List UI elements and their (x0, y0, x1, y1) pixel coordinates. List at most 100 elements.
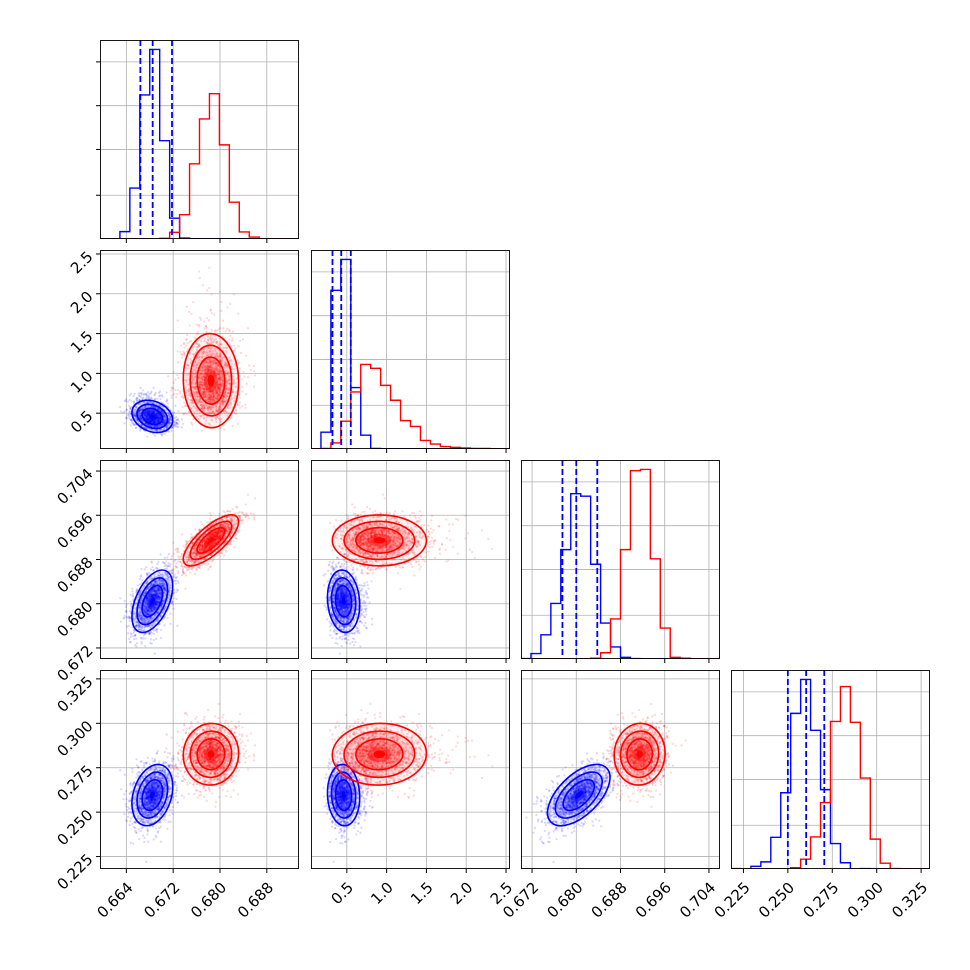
scatter-point (152, 411, 155, 414)
scatter-point (145, 415, 148, 418)
scatter-point (146, 413, 149, 416)
scatter-point (183, 401, 186, 404)
scatter-point (163, 419, 166, 422)
scatter-point (138, 394, 141, 398)
scatter-point (186, 383, 189, 386)
scatter-point (147, 418, 151, 421)
scatter-point (170, 394, 173, 397)
scatter-point (173, 588, 176, 592)
scatter-point (221, 399, 224, 402)
scatter-point (205, 367, 208, 370)
scatter-point (143, 401, 146, 404)
scatter-point (207, 367, 210, 371)
scatter-point (208, 266, 211, 269)
scatter-point (181, 422, 185, 425)
scatter-point (119, 597, 122, 600)
scatter-point (146, 395, 149, 398)
scatter-point (205, 395, 208, 398)
scatter-point (204, 219, 206, 221)
scatter-point (151, 418, 154, 421)
scatter-point (166, 426, 169, 429)
scatter-point (204, 377, 208, 380)
scatter-point (163, 624, 166, 627)
scatter-point (149, 411, 152, 414)
scatter-point (204, 385, 208, 388)
scatter-point (130, 419, 134, 423)
scatter-point (203, 380, 207, 383)
scatter-point (212, 393, 215, 396)
scatter-point (215, 398, 218, 401)
scatter-point (189, 398, 193, 402)
scatter-point (241, 390, 244, 393)
scatter-point (153, 420, 156, 423)
scatter-point (145, 415, 148, 418)
scatter-point (196, 410, 199, 413)
scatter-point (157, 414, 160, 417)
scatter-point (192, 364, 195, 367)
scatter-point (213, 406, 216, 409)
scatter-point (208, 407, 212, 410)
scatter-point (144, 410, 147, 414)
scatter-point (133, 414, 136, 417)
scatter-point (134, 414, 137, 417)
scatter-point (170, 386, 173, 389)
scatter-point (176, 569, 180, 573)
scatter-point (185, 338, 188, 341)
scatter-point (204, 369, 207, 372)
scatter-point (147, 417, 151, 420)
scatter-point (214, 388, 217, 391)
scatter-point (126, 625, 129, 628)
scatter-point (140, 392, 143, 395)
scatter-point (196, 356, 200, 359)
scatter-point (221, 401, 225, 404)
scatter-point (164, 417, 167, 420)
scatter-point (145, 415, 149, 418)
scatter-point (159, 417, 162, 420)
scatter-point (163, 432, 166, 435)
scatter-point (205, 388, 208, 391)
scatter-point (204, 395, 207, 398)
scatter-point (165, 560, 168, 563)
scatter-point (129, 635, 132, 639)
scatter-point (128, 417, 131, 420)
scatter-point (144, 426, 147, 430)
scatter-point (173, 597, 176, 600)
scatter-point (180, 426, 184, 429)
scatter-point (152, 420, 156, 423)
scatter-point (176, 360, 180, 364)
scatter-point (193, 383, 196, 386)
scatter-point (171, 411, 174, 414)
scatter-point (212, 360, 215, 363)
scatter-point (153, 418, 156, 422)
scatter-point (146, 418, 149, 422)
scatter-point (139, 417, 142, 420)
scatter-point (164, 416, 168, 419)
scatter-point (149, 420, 152, 424)
scatter-point (252, 365, 255, 368)
scatter-point (245, 382, 248, 385)
scatter-point (157, 417, 160, 420)
scatter-point (204, 404, 208, 407)
panel-frame (100, 40, 299, 239)
scatter-point (146, 417, 149, 420)
scatter-point (153, 421, 156, 424)
scatter-point (132, 412, 136, 415)
scatter-point (129, 406, 132, 409)
scatter-point (152, 410, 156, 413)
scatter-point (196, 391, 199, 394)
scatter-point (165, 398, 169, 401)
scatter-point (232, 293, 236, 296)
scatter-point (154, 398, 157, 401)
scatter-point (146, 410, 149, 413)
scatter-point (173, 579, 176, 583)
scatter-point (149, 420, 152, 423)
histogram-panel (311, 250, 510, 453)
scatter-point (149, 405, 152, 408)
scatter-point (145, 394, 148, 397)
scatter-point (165, 567, 168, 570)
scatter-point (209, 388, 212, 391)
scatter-point (146, 409, 150, 412)
scatter-point (213, 377, 216, 380)
scatter-point (148, 417, 151, 420)
scatter-point (150, 425, 153, 428)
